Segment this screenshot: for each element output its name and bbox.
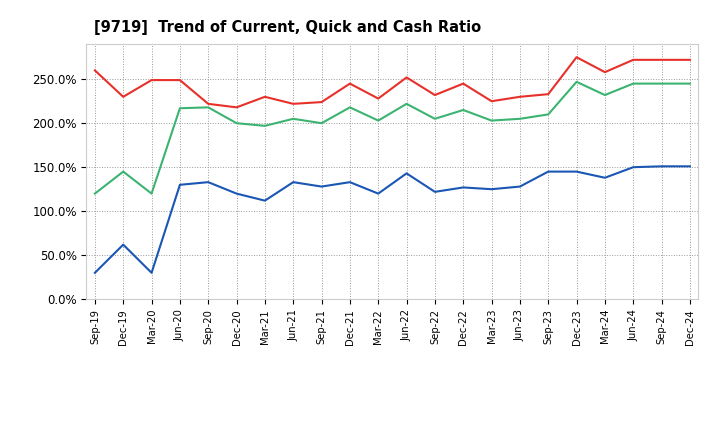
Cash Ratio: [148, 270, 156, 275]
Quick Ratio: [148, 191, 156, 196]
Current Ratio: [346, 81, 354, 86]
Line: Current Ratio: Current Ratio: [95, 57, 690, 107]
Quick Ratio: [318, 121, 326, 126]
Quick Ratio: [204, 105, 212, 110]
Current Ratio: [374, 96, 382, 101]
Current Ratio: [516, 94, 524, 99]
Current Ratio: [600, 70, 609, 75]
Cash Ratio: [289, 180, 297, 185]
Current Ratio: [402, 75, 411, 80]
Quick Ratio: [402, 101, 411, 106]
Legend: Current Ratio, Quick Ratio, Cash Ratio: Current Ratio, Quick Ratio, Cash Ratio: [195, 438, 590, 440]
Current Ratio: [685, 57, 694, 62]
Cash Ratio: [600, 175, 609, 180]
Quick Ratio: [600, 92, 609, 98]
Line: Cash Ratio: Cash Ratio: [95, 166, 690, 273]
Cash Ratio: [657, 164, 666, 169]
Quick Ratio: [289, 116, 297, 121]
Cash Ratio: [431, 189, 439, 194]
Current Ratio: [459, 81, 467, 86]
Current Ratio: [318, 99, 326, 105]
Current Ratio: [148, 77, 156, 83]
Cash Ratio: [487, 187, 496, 192]
Cash Ratio: [459, 185, 467, 190]
Cash Ratio: [629, 165, 637, 170]
Quick Ratio: [487, 118, 496, 123]
Quick Ratio: [629, 81, 637, 86]
Line: Quick Ratio: Quick Ratio: [95, 82, 690, 194]
Quick Ratio: [233, 121, 241, 126]
Current Ratio: [657, 57, 666, 62]
Cash Ratio: [572, 169, 581, 174]
Quick Ratio: [91, 191, 99, 196]
Text: [9719]  Trend of Current, Quick and Cash Ratio: [9719] Trend of Current, Quick and Cash …: [94, 20, 481, 35]
Cash Ratio: [402, 171, 411, 176]
Cash Ratio: [261, 198, 269, 203]
Cash Ratio: [685, 164, 694, 169]
Quick Ratio: [657, 81, 666, 86]
Cash Ratio: [346, 180, 354, 185]
Current Ratio: [544, 92, 552, 97]
Current Ratio: [431, 92, 439, 98]
Current Ratio: [119, 94, 127, 99]
Current Ratio: [176, 77, 184, 83]
Cash Ratio: [516, 184, 524, 189]
Quick Ratio: [685, 81, 694, 86]
Quick Ratio: [516, 116, 524, 121]
Quick Ratio: [261, 123, 269, 128]
Cash Ratio: [176, 182, 184, 187]
Current Ratio: [487, 99, 496, 104]
Cash Ratio: [119, 242, 127, 247]
Cash Ratio: [318, 184, 326, 189]
Cash Ratio: [374, 191, 382, 196]
Current Ratio: [572, 55, 581, 60]
Cash Ratio: [544, 169, 552, 174]
Quick Ratio: [459, 107, 467, 113]
Current Ratio: [289, 101, 297, 106]
Quick Ratio: [572, 79, 581, 84]
Quick Ratio: [431, 116, 439, 121]
Current Ratio: [629, 57, 637, 62]
Quick Ratio: [176, 106, 184, 111]
Quick Ratio: [119, 169, 127, 174]
Cash Ratio: [233, 191, 241, 196]
Quick Ratio: [346, 105, 354, 110]
Current Ratio: [91, 68, 99, 73]
Cash Ratio: [204, 180, 212, 185]
Current Ratio: [233, 105, 241, 110]
Quick Ratio: [374, 118, 382, 123]
Cash Ratio: [91, 270, 99, 275]
Quick Ratio: [544, 112, 552, 117]
Current Ratio: [204, 101, 212, 106]
Current Ratio: [261, 94, 269, 99]
